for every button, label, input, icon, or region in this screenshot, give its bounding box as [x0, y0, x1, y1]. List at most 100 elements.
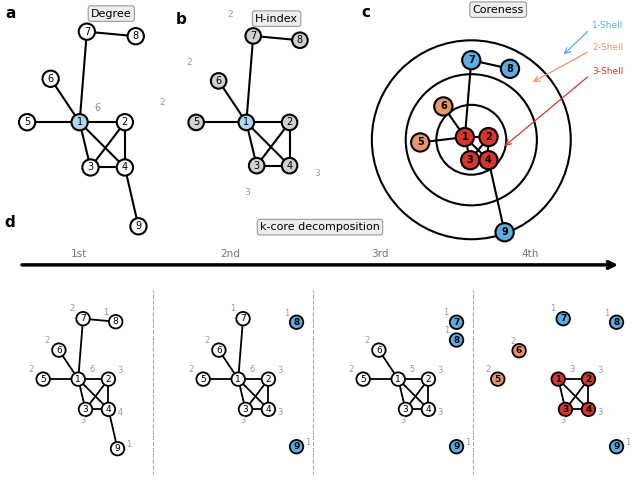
Text: 7: 7: [80, 314, 86, 323]
Text: 2: 2: [365, 336, 370, 345]
Text: 7: 7: [240, 314, 246, 323]
Text: 3: 3: [315, 169, 321, 178]
Text: 2: 2: [266, 375, 271, 384]
Text: 1: 1: [465, 438, 470, 447]
Text: 1: 1: [243, 117, 250, 127]
Circle shape: [582, 372, 595, 386]
Text: 3: 3: [437, 409, 442, 417]
Circle shape: [131, 218, 147, 235]
Circle shape: [282, 158, 298, 173]
Circle shape: [556, 312, 570, 326]
Circle shape: [102, 403, 115, 416]
Text: a: a: [5, 6, 16, 21]
Circle shape: [422, 403, 435, 416]
Text: 2: 2: [426, 375, 431, 384]
Text: 2nd: 2nd: [220, 249, 240, 259]
Circle shape: [42, 71, 59, 87]
Circle shape: [127, 28, 144, 44]
Text: 4: 4: [426, 405, 431, 414]
Text: 9: 9: [136, 221, 141, 231]
Circle shape: [102, 372, 115, 386]
Text: 8: 8: [297, 35, 303, 45]
Text: 2: 2: [70, 304, 75, 313]
Text: 6: 6: [56, 345, 61, 355]
Text: 1: 1: [444, 326, 449, 335]
Text: 2: 2: [45, 336, 50, 345]
Text: 3: 3: [400, 416, 405, 425]
Text: 3rd: 3rd: [371, 249, 389, 259]
Circle shape: [79, 403, 92, 416]
Text: 2: 2: [205, 336, 210, 345]
Text: 1: 1: [396, 375, 401, 384]
Text: 9: 9: [613, 442, 620, 451]
Text: 2: 2: [106, 375, 111, 384]
Text: 6: 6: [516, 346, 522, 355]
Circle shape: [462, 51, 481, 70]
Text: 3: 3: [88, 163, 93, 172]
Text: 4: 4: [117, 409, 122, 417]
Text: 2: 2: [348, 365, 354, 374]
Circle shape: [19, 114, 35, 130]
Circle shape: [422, 372, 435, 386]
Circle shape: [356, 372, 370, 386]
Text: d: d: [4, 215, 15, 230]
Text: 3: 3: [243, 405, 248, 414]
Text: 6: 6: [440, 101, 447, 111]
Text: 1: 1: [444, 308, 449, 317]
Text: 6: 6: [47, 74, 54, 84]
Text: 2: 2: [28, 365, 34, 374]
Text: 7: 7: [560, 314, 566, 323]
Text: 6: 6: [376, 345, 381, 355]
Text: 8: 8: [113, 317, 118, 326]
Text: 5: 5: [193, 117, 199, 127]
Circle shape: [450, 333, 463, 347]
Text: 4: 4: [287, 161, 292, 170]
Text: 1: 1: [236, 375, 241, 384]
Circle shape: [491, 372, 504, 386]
Circle shape: [239, 403, 252, 416]
Circle shape: [610, 440, 623, 453]
Text: 3-Shell: 3-Shell: [592, 67, 623, 76]
Text: 6: 6: [250, 365, 255, 374]
Text: 3: 3: [437, 366, 442, 375]
Text: 5: 5: [495, 375, 501, 384]
Text: c: c: [361, 5, 370, 20]
Text: 7: 7: [84, 27, 90, 37]
Circle shape: [610, 316, 623, 329]
Text: 3: 3: [83, 405, 88, 414]
Circle shape: [282, 115, 298, 130]
Circle shape: [450, 316, 463, 329]
Text: 3: 3: [277, 366, 282, 375]
Text: 7: 7: [250, 31, 257, 41]
Text: 3: 3: [117, 366, 122, 375]
Circle shape: [290, 316, 303, 329]
Circle shape: [262, 403, 275, 416]
Text: 3: 3: [277, 409, 282, 417]
Text: 1: 1: [555, 375, 561, 384]
Circle shape: [392, 372, 405, 386]
Circle shape: [461, 151, 479, 169]
Text: 8: 8: [132, 31, 139, 41]
Text: 6: 6: [90, 365, 95, 374]
Circle shape: [479, 151, 498, 169]
Text: H-index: H-index: [255, 13, 298, 24]
Circle shape: [211, 73, 227, 88]
Text: 2: 2: [186, 58, 192, 67]
Text: 6: 6: [216, 76, 221, 86]
Text: 1: 1: [76, 375, 81, 384]
Text: 6: 6: [216, 345, 221, 355]
Circle shape: [116, 160, 133, 175]
Circle shape: [109, 315, 122, 329]
Text: 4: 4: [485, 155, 492, 165]
Text: Degree: Degree: [91, 8, 132, 18]
Circle shape: [232, 372, 245, 386]
Text: 8: 8: [507, 64, 513, 74]
Circle shape: [236, 312, 250, 326]
Text: b: b: [175, 12, 186, 27]
Text: k-core decomposition: k-core decomposition: [260, 222, 380, 232]
Circle shape: [72, 372, 85, 386]
Text: 2: 2: [188, 365, 194, 374]
Circle shape: [212, 343, 226, 357]
Text: 9: 9: [115, 444, 120, 453]
Text: 3: 3: [560, 416, 565, 425]
